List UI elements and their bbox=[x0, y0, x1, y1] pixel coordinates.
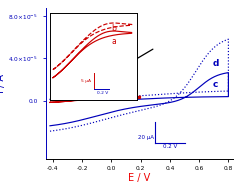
X-axis label: E / V: E / V bbox=[128, 173, 150, 183]
Text: a: a bbox=[111, 37, 116, 46]
Text: d: d bbox=[213, 59, 219, 68]
Text: b: b bbox=[111, 24, 116, 33]
Text: 0.2 V: 0.2 V bbox=[163, 144, 177, 149]
Text: 20 µA: 20 µA bbox=[138, 135, 154, 140]
Y-axis label: I / A: I / A bbox=[0, 74, 6, 93]
Text: 0.2 V: 0.2 V bbox=[97, 91, 109, 95]
Text: 5 µA: 5 µA bbox=[81, 79, 91, 84]
Text: c: c bbox=[213, 80, 218, 89]
